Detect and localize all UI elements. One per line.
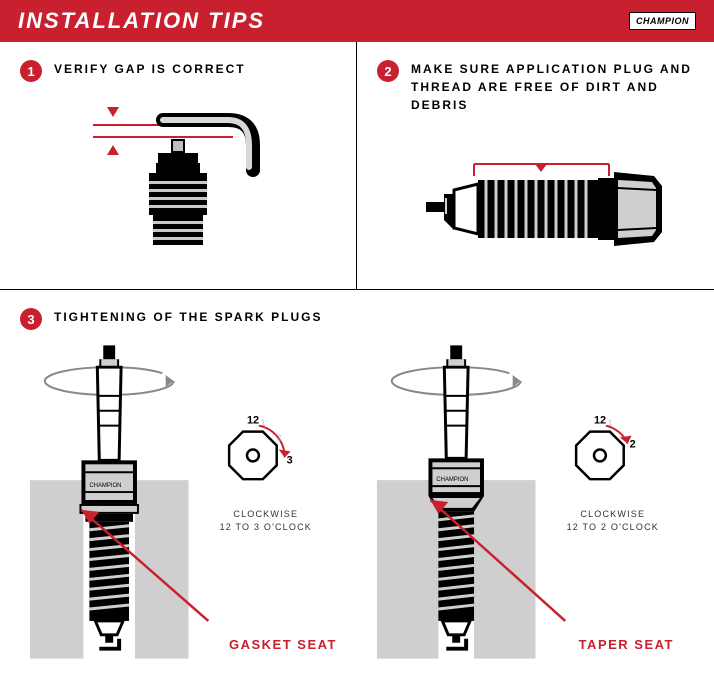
gasket-seat-diagram: CHAMPION (20, 340, 357, 660)
clock-octagon-gasket-icon: 12 3 1 2 (229, 415, 293, 480)
clock-3-label: 3 (287, 454, 293, 466)
clock-12-label: 12 (247, 415, 259, 427)
svg-text:2: 2 (630, 438, 636, 450)
header-title: INSTALLATION TIPS (18, 8, 265, 34)
thread-clean-icon (396, 142, 676, 262)
gasket-clock-text: CLOCKWISE 12 TO 3 O'CLOCK (220, 508, 312, 533)
gap-verify-icon (63, 95, 293, 245)
svg-text:2: 2 (277, 434, 281, 443)
taper-seat-diagram: CHAMPION (367, 340, 704, 660)
step-2-text: MAKE SURE APPLICATION PLUG AND THREAD AR… (411, 60, 694, 114)
top-row: 1 VERIFY GAP IS CORRECT (0, 42, 714, 290)
step-2-head: 2 MAKE SURE APPLICATION PLUG AND THREAD … (377, 60, 694, 114)
step-3-number: 3 (20, 308, 42, 330)
step-1-text: VERIFY GAP IS CORRECT (54, 60, 246, 78)
step-1-number: 1 (20, 60, 42, 82)
svg-text:CHAMPION: CHAMPION (89, 483, 121, 489)
svg-text:CHAMPION: CHAMPION (436, 477, 468, 483)
step-2-number: 2 (377, 60, 399, 82)
step-1-diagram (20, 92, 336, 247)
taper-seat-label: TAPER SEAT (579, 637, 674, 652)
brand-badge: CHAMPION (629, 12, 696, 30)
taper-seat-column: CHAMPION (367, 340, 704, 660)
gasket-seat-column: CHAMPION (20, 340, 357, 660)
step-1-cell: 1 VERIFY GAP IS CORRECT (0, 42, 357, 289)
header-bar: INSTALLATION TIPS CHAMPION (0, 0, 714, 42)
step-2-diagram (377, 124, 694, 279)
svg-text:1: 1 (608, 419, 613, 428)
taper-clock-text: CLOCKWISE 12 TO 2 O'CLOCK (567, 508, 659, 533)
step-1-head: 1 VERIFY GAP IS CORRECT (20, 60, 336, 82)
step-3-text: TIGHTENING OF THE SPARK PLUGS (54, 308, 322, 326)
step-3-content: CHAMPION (20, 340, 694, 660)
step-2-cell: 2 MAKE SURE APPLICATION PLUG AND THREAD … (357, 42, 714, 289)
clock-octagon-taper-icon: 12 2 1 (576, 415, 636, 480)
step-3-section: 3 TIGHTENING OF THE SPARK PLUGS (0, 290, 714, 678)
step-3-head: 3 TIGHTENING OF THE SPARK PLUGS (20, 308, 694, 330)
gasket-seat-label: GASKET SEAT (229, 637, 337, 652)
svg-text:1: 1 (261, 419, 266, 428)
svg-text:12: 12 (594, 415, 606, 427)
